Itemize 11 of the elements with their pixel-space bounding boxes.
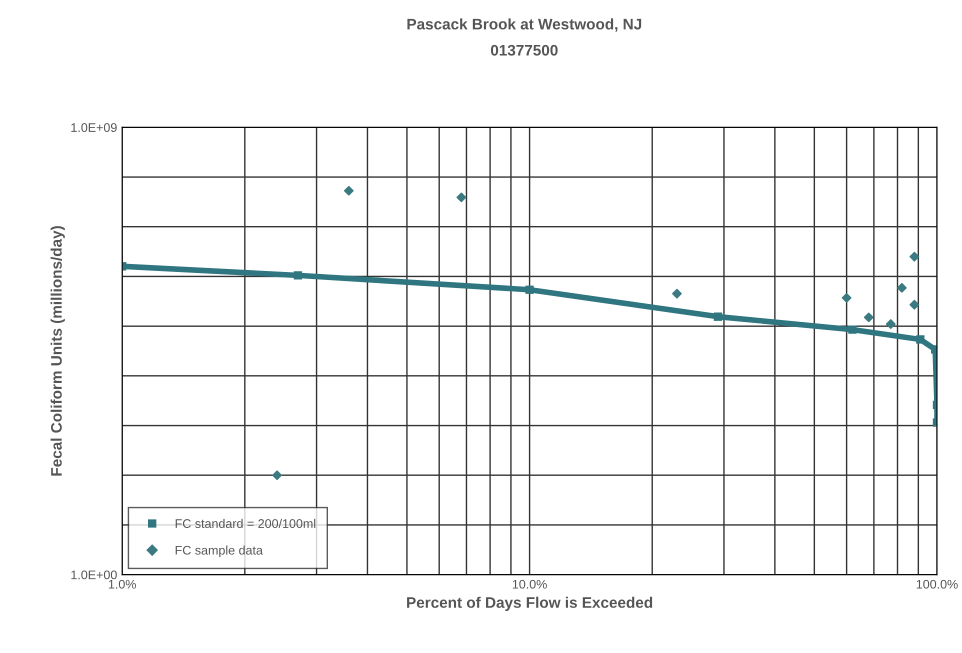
legend-label: FC standard = 200/100ml [176, 518, 316, 528]
legend-label: FC sample data [176, 545, 263, 558]
y-axis-title: Fecal Coliform Units (millions/day) [50, 226, 65, 476]
x-tick-label: 10.0% [512, 580, 547, 589]
x-tick-label: 1.0% [108, 580, 136, 589]
chart-title: Pascack Brook at Westwood, NJ [407, 18, 642, 32]
y-tick-label: 1.0E+09 [71, 123, 117, 132]
chart-subtitle: 01377500 [490, 44, 558, 56]
y-tick-label: 1.0E+00 [71, 570, 117, 580]
x-axis-title: Percent of Days Flow is Exceeded [407, 596, 652, 611]
x-tick-label: 100.0% [916, 580, 958, 589]
